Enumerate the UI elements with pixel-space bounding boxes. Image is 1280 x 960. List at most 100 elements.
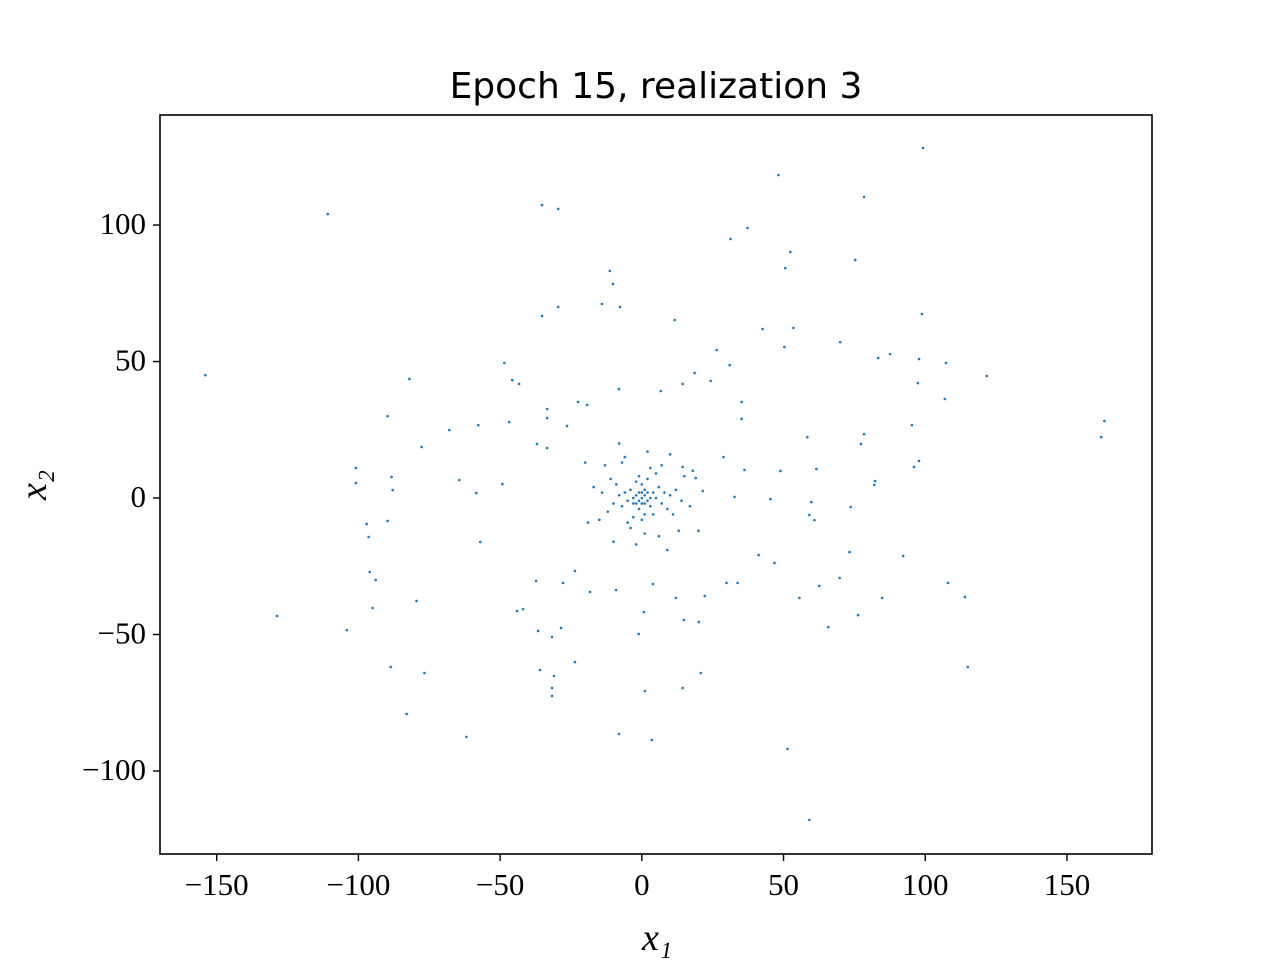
x-tick-label: −150 <box>185 867 249 902</box>
point <box>862 432 866 436</box>
y-tick-label: 50 <box>115 343 146 378</box>
x-tick-label: −100 <box>326 867 390 902</box>
point <box>614 588 618 592</box>
point <box>817 584 821 588</box>
point <box>550 635 554 639</box>
point <box>365 522 368 526</box>
point <box>535 442 539 446</box>
point <box>600 302 604 306</box>
point <box>617 493 621 497</box>
point <box>632 502 635 505</box>
point <box>917 357 921 361</box>
point <box>963 595 967 599</box>
point <box>651 582 655 586</box>
point <box>559 626 563 630</box>
y-axis-label: x₂ <box>13 470 55 501</box>
point <box>534 579 538 583</box>
point <box>556 305 560 309</box>
point <box>697 529 700 533</box>
point <box>465 735 468 739</box>
point <box>643 493 646 497</box>
point <box>740 400 743 404</box>
point <box>917 459 921 463</box>
y-tick-label: −100 <box>82 752 146 787</box>
point <box>576 400 580 404</box>
point <box>345 628 349 632</box>
point <box>715 348 718 352</box>
point <box>769 497 772 501</box>
point <box>391 488 394 492</box>
point <box>688 504 692 508</box>
point <box>550 686 554 690</box>
point <box>326 212 330 216</box>
point <box>612 502 615 505</box>
point <box>651 513 655 516</box>
point <box>806 435 809 439</box>
point <box>777 173 780 177</box>
y-tick-label: 0 <box>131 479 147 514</box>
point <box>643 532 646 535</box>
point <box>634 480 638 483</box>
y-tick-label: 100 <box>100 206 147 241</box>
point <box>657 485 661 489</box>
point <box>666 548 669 552</box>
point <box>944 361 948 365</box>
point <box>681 465 684 469</box>
point <box>773 561 776 565</box>
point <box>642 610 646 614</box>
point <box>632 515 635 519</box>
point <box>862 195 866 199</box>
point <box>985 374 989 378</box>
point <box>640 496 644 500</box>
point <box>746 226 749 230</box>
point <box>876 356 880 360</box>
point <box>859 442 863 446</box>
point <box>603 463 607 467</box>
point <box>880 596 884 600</box>
point <box>643 488 646 492</box>
point <box>813 518 816 522</box>
point <box>501 482 504 486</box>
point <box>674 488 678 492</box>
point <box>620 461 624 464</box>
point <box>872 483 876 487</box>
x-tick-label: 150 <box>1044 867 1091 902</box>
point <box>617 442 621 445</box>
point <box>666 507 669 511</box>
point <box>671 513 675 516</box>
point <box>475 491 478 495</box>
point <box>921 146 925 150</box>
point <box>354 466 358 470</box>
point <box>507 420 511 424</box>
point <box>838 340 842 344</box>
point <box>681 382 684 386</box>
point <box>729 237 732 241</box>
point <box>609 477 612 481</box>
point <box>521 607 525 611</box>
point <box>853 258 857 262</box>
point <box>657 534 661 538</box>
point <box>588 590 592 594</box>
point <box>545 407 549 411</box>
point <box>783 266 787 270</box>
point <box>503 361 506 365</box>
point <box>573 660 577 664</box>
point <box>612 540 615 543</box>
point <box>617 387 621 391</box>
point <box>637 507 641 511</box>
point <box>354 481 358 485</box>
point <box>550 694 554 698</box>
point <box>573 569 577 573</box>
point <box>640 502 644 505</box>
point <box>204 373 207 377</box>
point <box>552 674 556 678</box>
point <box>561 581 565 585</box>
point <box>583 461 587 464</box>
point <box>703 594 707 598</box>
chart-title: Epoch 15, realization 3 <box>450 66 863 107</box>
point <box>1099 435 1103 439</box>
point <box>786 747 789 751</box>
x-tick-label: −50 <box>476 867 524 902</box>
point <box>367 535 370 539</box>
point <box>415 599 418 603</box>
